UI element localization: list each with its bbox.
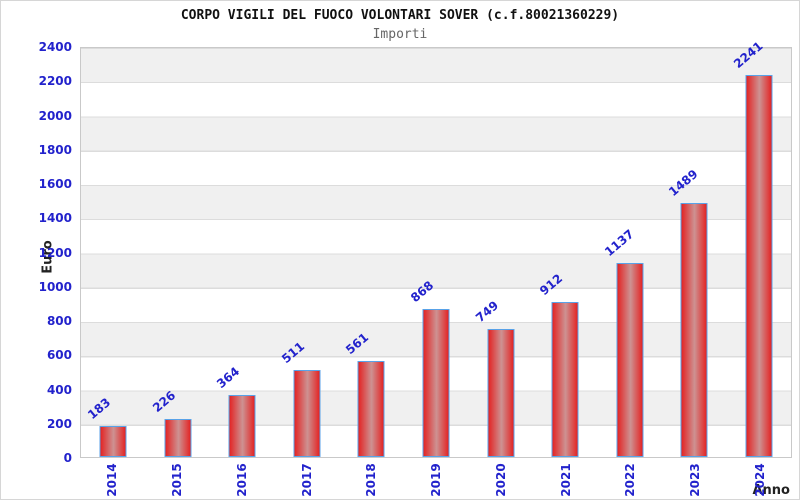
bar-value-label: 226 (149, 387, 179, 415)
y-tick-label: 400 (46, 382, 72, 397)
y-tick-label: 1600 (38, 177, 72, 191)
bar-2017 (293, 369, 321, 457)
x-tick-2016: 2016 (209, 459, 274, 499)
bar-2018 (357, 361, 385, 457)
bar-2014 (99, 425, 127, 457)
x-tick-2018: 2018 (339, 459, 404, 499)
x-tick-label: 2018 (364, 463, 379, 497)
bar-slot-2022: 1137 (597, 48, 662, 457)
bar-slot-2017: 511 (275, 48, 340, 457)
bar-2024 (745, 75, 773, 457)
bar-value-label: 868 (408, 278, 437, 306)
x-axis-title: Anno (752, 483, 790, 498)
bar-slot-2016: 364 (210, 48, 275, 457)
bar-2019 (422, 309, 450, 457)
x-tick-label: 2019 (429, 463, 444, 497)
x-tick-2017: 2017 (274, 459, 339, 499)
bar-value-label: 561 (343, 330, 372, 358)
bar-value-label: 364 (214, 364, 243, 391)
bar-2021 (551, 301, 579, 457)
bar-value-label: 511 (278, 339, 308, 366)
x-tick-label: 2020 (493, 463, 508, 497)
bar-2020 (487, 329, 515, 457)
chart-subtitle: Importi (372, 27, 428, 42)
y-tick-label: 2200 (38, 74, 72, 89)
x-tick-2023: 2023 (663, 459, 728, 499)
x-tick-label: 2015 (170, 463, 185, 497)
x-tick-2014: 2014 (80, 459, 145, 499)
bar-value-label: 749 (472, 298, 501, 326)
x-tick-label: 2022 (623, 463, 638, 497)
x-tick-2024: 2024 (727, 459, 792, 499)
bar-value-label: 183 (85, 394, 114, 422)
x-tick-label: 2023 (687, 463, 702, 497)
y-tick-label: 600 (46, 348, 72, 363)
bar-value-label: 1489 (666, 167, 701, 200)
bar-value-label: 1137 (601, 227, 637, 260)
x-tick-label: 2014 (105, 463, 120, 497)
y-tick-label: 1400 (38, 211, 72, 226)
bar-value-label: 2241 (730, 38, 766, 72)
y-tick-label: 1000 (38, 279, 72, 294)
x-tick-label: 2021 (558, 463, 573, 497)
plot-area: 183 226 364 511 561 868 749 912 1137 1489 2241 (80, 39, 792, 458)
bar-2015 (164, 418, 192, 457)
bar-2023 (680, 203, 708, 457)
bar-value-label: 912 (537, 270, 566, 298)
x-tick-2015: 2015 (145, 459, 210, 499)
x-axis-labels: 2014 2015 2016 2017 2018 2019 2020 2021 2022 2023… (80, 459, 792, 499)
chart-title: CORPO VIGILI DEL FUOCO VOLONTARI SOVER (… (180, 8, 620, 23)
y-tick-label: 0 (63, 451, 72, 465)
x-tick-2021: 2021 (533, 459, 598, 499)
y-axis-ticks: 0 200 400 600 800 1000 1200 1400 1600 1800 2000 220… (1, 1, 72, 499)
bar-2022 (616, 263, 644, 457)
bar-slot-2021: 912 (533, 48, 598, 457)
y-tick-label: 1800 (38, 142, 72, 157)
x-tick-2019: 2019 (404, 459, 469, 499)
y-tick-label: 800 (46, 314, 72, 328)
x-tick-label: 2017 (299, 463, 314, 497)
bar-slot-2014: 183 (81, 48, 146, 457)
bar-slot-2018: 561 (339, 48, 404, 457)
bar-slot-2020: 749 (468, 48, 533, 457)
x-tick-2020: 2020 (468, 459, 533, 499)
x-tick-label: 2016 (234, 463, 249, 497)
bar-slot-2024: 2241 (726, 39, 791, 457)
y-tick-label: 2400 (38, 40, 72, 54)
bar-slot-2015: 226 (146, 48, 211, 457)
y-tick-label: 200 (46, 416, 72, 431)
bar-2016 (228, 394, 256, 457)
x-tick-2022: 2022 (598, 459, 663, 499)
y-tick-label: 2000 (38, 108, 72, 123)
bar-slot-2023: 1489 (662, 48, 727, 457)
bar-slot-2019: 868 (404, 48, 469, 457)
x-tick-label: 2024 (752, 463, 767, 497)
y-tick-label: 1200 (38, 245, 72, 260)
